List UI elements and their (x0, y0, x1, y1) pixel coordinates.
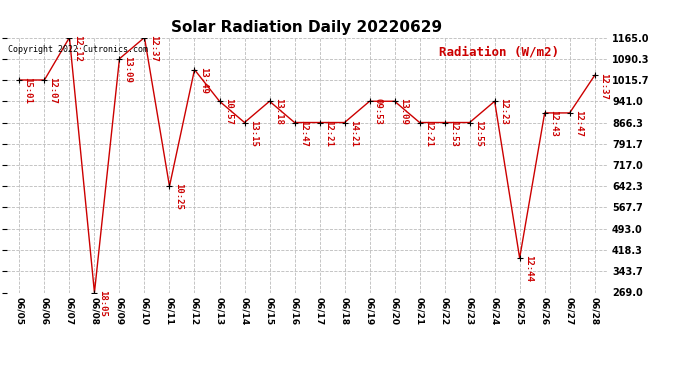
Text: 12:07: 12:07 (48, 77, 57, 104)
Text: 12:12: 12:12 (74, 35, 83, 62)
Text: 12:21: 12:21 (324, 120, 333, 147)
Text: 10:57: 10:57 (224, 99, 233, 125)
Text: 09:53: 09:53 (374, 99, 383, 125)
Text: 12:37: 12:37 (148, 35, 157, 62)
Text: 10:25: 10:25 (174, 183, 183, 210)
Text: 13:09: 13:09 (399, 99, 408, 125)
Text: 12:37: 12:37 (599, 73, 608, 99)
Text: 12:43: 12:43 (549, 110, 558, 137)
Text: 18:05: 18:05 (99, 290, 108, 316)
Text: 12:23: 12:23 (499, 99, 508, 125)
Text: 15:01: 15:01 (23, 77, 32, 104)
Text: 13:09: 13:09 (124, 56, 132, 83)
Title: Solar Radiation Daily 20220629: Solar Radiation Daily 20220629 (172, 20, 442, 35)
Text: 12:44: 12:44 (524, 255, 533, 282)
Text: 13:18: 13:18 (274, 99, 283, 125)
Text: 12:47: 12:47 (299, 120, 308, 147)
Text: Radiation (W/m2): Radiation (W/m2) (439, 45, 559, 58)
Text: 13:15: 13:15 (248, 120, 257, 147)
Text: 12:53: 12:53 (448, 120, 457, 147)
Text: Copyright 2022 Cutronics.com: Copyright 2022 Cutronics.com (8, 45, 148, 54)
Text: 13:49: 13:49 (199, 67, 208, 94)
Text: 12:47: 12:47 (574, 110, 583, 137)
Text: 12:21: 12:21 (424, 120, 433, 147)
Text: 14:21: 14:21 (348, 120, 357, 147)
Text: 12:55: 12:55 (474, 120, 483, 147)
